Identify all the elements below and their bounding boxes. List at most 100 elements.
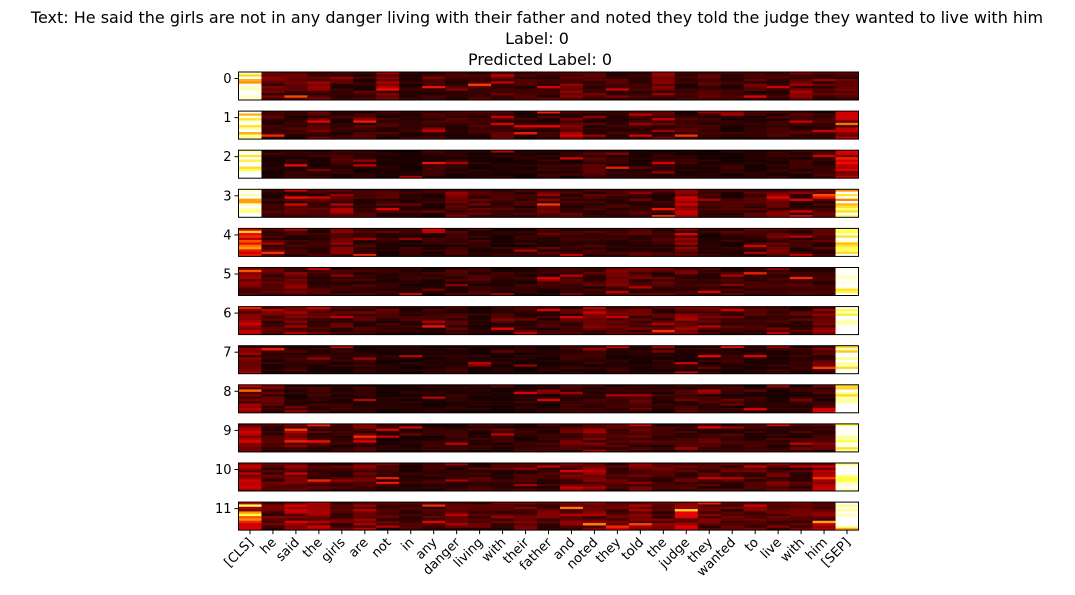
heatmap-cell: [812, 120, 836, 124]
heatmap-cell: [514, 269, 538, 273]
heatmap-cell: [743, 200, 768, 204]
heatmap-cell: [376, 97, 400, 101]
heatmap-cell: [789, 83, 813, 87]
heatmap-cell: [720, 93, 745, 96]
heatmap-cell: [651, 509, 676, 512]
heatmap-cell: [697, 120, 722, 124]
heatmap-cell: [766, 79, 791, 82]
heatmap-cell: [330, 322, 354, 326]
heatmap-cell: [445, 81, 469, 84]
heatmap-cell: [835, 516, 859, 519]
heatmap-cell: [835, 171, 859, 174]
heatmap-cell: [628, 86, 653, 89]
heatmap-cell: [445, 125, 469, 128]
heatmap-cell: [468, 472, 492, 475]
heatmap-cell: [445, 509, 469, 512]
heatmap-cell: [743, 191, 768, 195]
heatmap-cell: [376, 463, 400, 466]
heatmap-cell: [628, 518, 653, 522]
heatmap-cell: [789, 433, 813, 436]
heatmap-cell: [674, 477, 699, 480]
heatmap-cell: [628, 470, 653, 473]
heatmap-cell: [330, 364, 354, 367]
heatmap-cell: [353, 313, 377, 317]
heatmap-cell: [582, 198, 607, 202]
heatmap-cell: [422, 504, 446, 508]
heatmap-cell: [674, 369, 699, 372]
heatmap-cell: [835, 212, 859, 216]
heatmap-cell: [307, 125, 331, 128]
heatmap-cell: [353, 242, 377, 246]
heatmap-cell: [743, 306, 768, 310]
heatmap-cell: [766, 115, 791, 119]
heatmap-cell: [399, 463, 423, 466]
heatmap-cell: [261, 113, 285, 117]
heatmap-cell: [307, 410, 331, 414]
heatmap-cell: [468, 212, 492, 216]
heatmap-cell: [491, 477, 515, 480]
heatmap-cell: [399, 150, 423, 153]
heatmap-cell: [537, 244, 561, 248]
heatmap-cell: [697, 132, 722, 135]
heatmap-cell: [720, 410, 745, 414]
heatmap-cell: [720, 403, 745, 407]
heatmap-cell: [491, 444, 515, 448]
heatmap-cell: [514, 118, 538, 121]
heatmap-cell: [582, 433, 607, 436]
heatmap-cell: [605, 525, 630, 529]
heatmap-cell: [514, 279, 538, 282]
heatmap-cell: [812, 352, 836, 356]
heatmap-cell: [697, 520, 722, 524]
heatmap-cell: [674, 423, 699, 427]
heatmap-cell: [491, 320, 515, 324]
heatmap-cell: [559, 244, 584, 248]
heatmap-cell: [491, 516, 515, 519]
heatmap-cell: [422, 437, 446, 441]
heatmap-cell: [445, 164, 469, 167]
heatmap-cell: [284, 442, 308, 446]
heatmap-cell: [284, 477, 308, 480]
heatmap-cell: [330, 212, 354, 216]
heatmap-cell: [491, 430, 515, 434]
heatmap-cell: [238, 200, 262, 204]
heatmap-cell: [399, 394, 423, 397]
heatmap-cell: [766, 228, 791, 232]
heatmap-cell: [330, 244, 354, 248]
heatmap-cell: [284, 484, 308, 487]
heatmap-cell: [468, 175, 492, 179]
heatmap-cell: [537, 189, 561, 192]
heatmap-cell: [238, 247, 262, 250]
heatmap-cell: [720, 428, 745, 432]
heatmap-cell: [812, 447, 836, 450]
heatmap-cell: [835, 288, 859, 292]
heatmap-cell: [445, 115, 469, 119]
heatmap-cell: [835, 408, 859, 411]
heatmap-cell: [399, 152, 423, 156]
heatmap-cell: [238, 325, 262, 328]
heatmap-cell: [559, 233, 584, 236]
heatmap-cell: [605, 463, 630, 466]
heatmap-cell: [697, 315, 722, 319]
heatmap-cell: [812, 203, 836, 206]
heatmap-cell: [514, 352, 538, 356]
heatmap-cell: [628, 166, 653, 170]
heatmap-cell: [261, 95, 285, 98]
heatmap-cell: [720, 384, 745, 388]
heatmap-cell: [399, 90, 423, 94]
heatmap-cell: [582, 210, 607, 213]
heatmap-cell: [537, 366, 561, 370]
heatmap-cell: [582, 325, 607, 328]
heatmap-cell: [307, 164, 331, 167]
heatmap-cell: [651, 283, 676, 287]
heatmap-cell: [399, 237, 423, 241]
heatmap-cell: [376, 81, 400, 84]
heatmap-cell: [468, 430, 492, 434]
heatmap-cell: [261, 97, 285, 101]
heatmap-cell: [697, 440, 722, 443]
heatmap-cell: [468, 329, 492, 333]
heatmap-cell: [261, 281, 285, 285]
heatmap-cell: [789, 272, 813, 275]
heatmap-cell: [674, 120, 699, 124]
heatmap-cell: [307, 369, 331, 372]
heatmap-cell: [559, 527, 584, 531]
